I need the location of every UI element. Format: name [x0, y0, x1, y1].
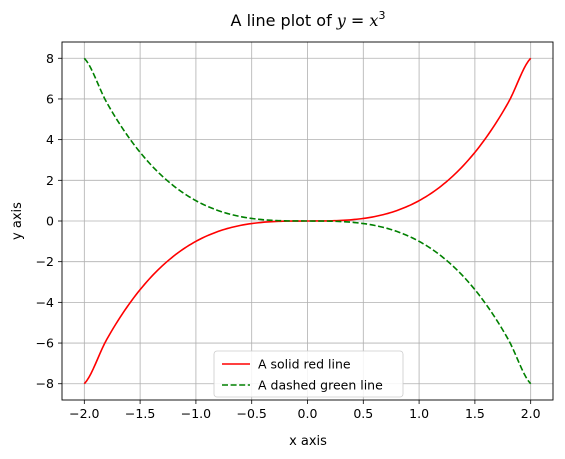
- title-prefix: A line plot of: [231, 11, 337, 30]
- ticks: −2.0 −1.5 −1.0 −0.5 0.0 0.5 1.0 1.5 2.0 −8 −6 −4 −2 0…: [36, 51, 541, 421]
- title-y-var: y: [336, 11, 347, 30]
- x-tick-label: 1.0: [409, 406, 429, 421]
- x-tick-label: 0.5: [353, 406, 373, 421]
- title-exponent: 3: [378, 9, 385, 22]
- legend-label-1: A solid red line: [258, 357, 351, 372]
- title-equals: =: [346, 11, 370, 30]
- y-tick-label: −2: [36, 254, 54, 269]
- x-tick-label: 2.0: [521, 406, 541, 421]
- x-tick-label: 1.5: [465, 406, 485, 421]
- legend-box: [213, 350, 404, 398]
- series-layer: [83, 57, 532, 385]
- y-tick-label: −4: [36, 295, 54, 310]
- y-tick-label: 2: [46, 173, 54, 188]
- y-tick-label: 0: [46, 214, 54, 229]
- series-line-2: [83, 57, 532, 385]
- x-axis-label: x axis: [289, 434, 327, 449]
- legend-label-2: A dashed green line: [258, 378, 383, 393]
- series-line-1: [83, 57, 532, 385]
- y-tick-label: 4: [46, 132, 54, 147]
- chart-title: A line plot of y = x3: [231, 9, 386, 30]
- legend: A solid red line A dashed green line: [213, 350, 404, 398]
- x-tick-label: −0.5: [237, 406, 267, 421]
- y-tick-label: 6: [46, 91, 54, 106]
- y-tick-label: −6: [36, 336, 54, 351]
- y-tick-label: 8: [46, 51, 54, 66]
- x-tick-label: −2.0: [69, 406, 99, 421]
- x-tick-label: −1.0: [181, 406, 211, 421]
- y-axis-label: y axis: [10, 202, 25, 240]
- y-tick-label: −8: [36, 376, 54, 391]
- x-tick-label: −1.5: [125, 406, 155, 421]
- x-tick-label: 0.0: [298, 406, 318, 421]
- title-x-var: x: [369, 11, 378, 30]
